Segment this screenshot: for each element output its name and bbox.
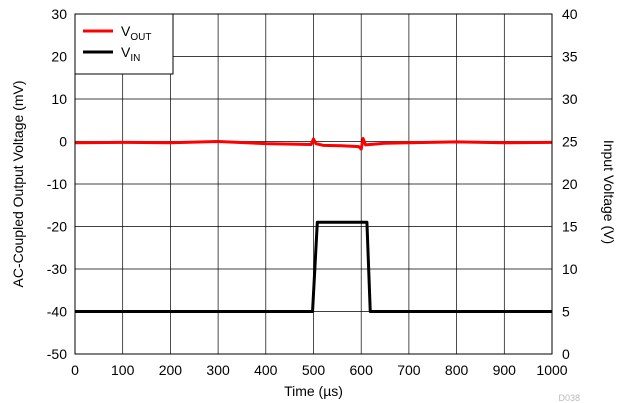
y2-tick-label: 30 — [562, 91, 578, 107]
ticks: 0 100 200 300 400 500 600 700 800 900 1000-50-40-3… — [47, 6, 578, 378]
figure-id: D038 — [558, 393, 580, 403]
x-tick-label: 0 — [71, 362, 79, 378]
y2-tick-label: 5 — [562, 304, 570, 320]
legend-label: VOUT — [121, 23, 151, 43]
y-tick-label: 0 — [59, 134, 67, 150]
y-tick-label: -10 — [47, 176, 67, 192]
x-tick-label: 1000 — [536, 362, 567, 378]
x-tick-label: 300 — [206, 362, 230, 378]
y2-tick-label: 10 — [562, 261, 578, 277]
y-tick-label: 30 — [51, 6, 67, 22]
y2-tick-label: 35 — [562, 49, 578, 65]
x-tick-label: 100 — [111, 362, 135, 378]
y-tick-label: -50 — [47, 346, 67, 362]
y-tick-label: -40 — [47, 304, 67, 320]
x-tick-label: 200 — [159, 362, 183, 378]
y-tick-label: -20 — [47, 219, 67, 235]
legend-label: VIN — [121, 44, 140, 64]
x-tick-label: 800 — [445, 362, 469, 378]
x-tick-label: 500 — [302, 362, 326, 378]
y2-axis-label: Input Voltage (V) — [601, 140, 617, 244]
series-line-in — [75, 220, 552, 313]
series-line-out — [74, 137, 553, 151]
legend-box — [74, 13, 174, 75]
x-axis-label: Time (µs) — [284, 383, 343, 399]
x-tick-label: 600 — [350, 362, 374, 378]
y2-tick-label: 20 — [562, 176, 578, 192]
y2-tick-label: 25 — [562, 134, 578, 150]
y-axis-label: AC-Coupled Output Voltage (mV) — [10, 81, 26, 288]
y-tick-label: -30 — [47, 261, 67, 277]
y2-tick-label: 0 — [562, 346, 570, 362]
y-tick-label: 20 — [51, 49, 67, 65]
y2-tick-label: 15 — [562, 219, 578, 235]
plot-frame — [74, 13, 553, 355]
y2-tick-label: 40 — [562, 6, 578, 22]
x-tick-label: 400 — [254, 362, 278, 378]
x-tick-label: 900 — [493, 362, 517, 378]
x-tick-label: 700 — [397, 362, 421, 378]
y-tick-label: 10 — [51, 91, 67, 107]
series-group — [74, 137, 553, 313]
